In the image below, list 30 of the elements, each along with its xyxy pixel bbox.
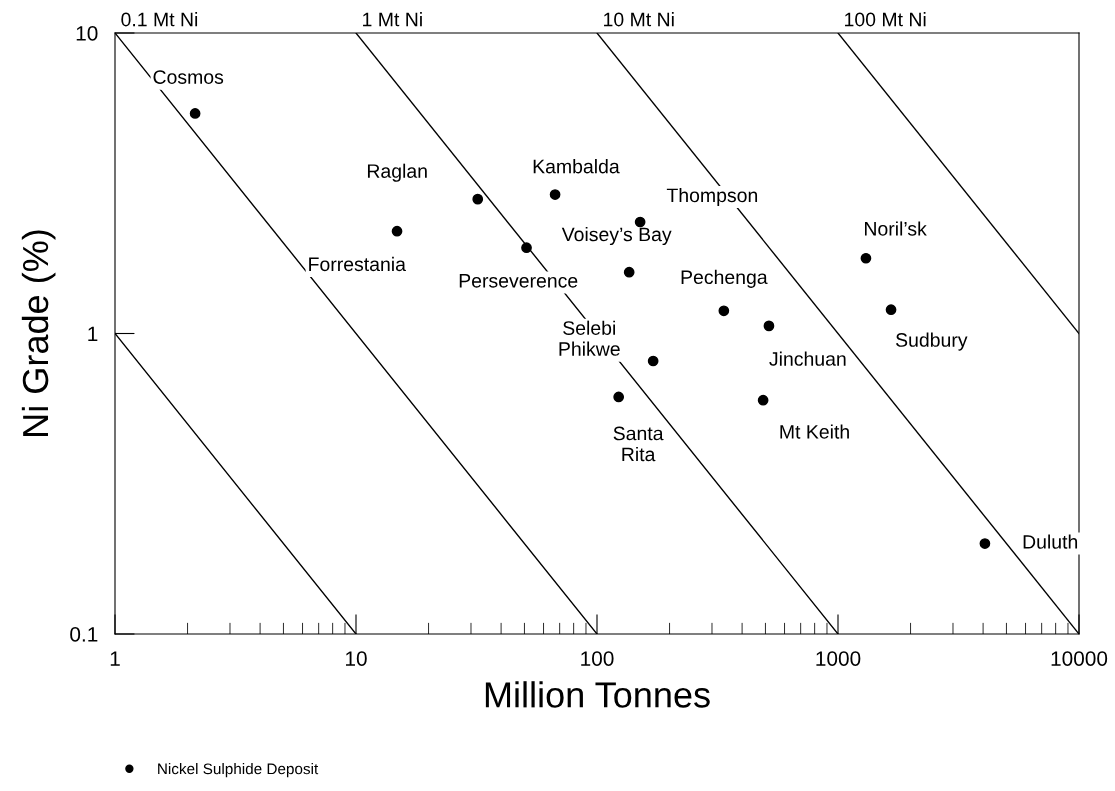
y-tick-label: 10 xyxy=(76,26,98,41)
annotation: Cosmos xyxy=(153,70,224,84)
annotation: 0.1 Mt Ni xyxy=(121,12,198,27)
annotation: Noril’sk xyxy=(865,221,927,236)
annotation: Jinchuan xyxy=(769,351,846,366)
annotation: Santa Rita xyxy=(613,426,664,462)
annotation: Perseverence xyxy=(459,274,578,288)
annotation: 100 Mt Ni xyxy=(845,12,926,27)
x-tick-label: 1000 xyxy=(816,651,861,666)
annotation: Raglan xyxy=(367,163,427,182)
annotation: Duluth xyxy=(1023,534,1078,549)
annotation: Kambalda xyxy=(533,159,620,174)
annotation: 1 Mt Ni xyxy=(363,12,422,27)
annotation: Selebi Phikwe xyxy=(559,320,620,356)
x-tick-label: 1 xyxy=(110,651,120,666)
annotation: Thompson xyxy=(666,187,758,207)
x-axis-title: Million Tonnes xyxy=(485,681,710,708)
annotation: Voisey’s Bay xyxy=(561,226,672,246)
legend-label: Nickel Sulphide Deposit xyxy=(158,763,319,778)
x-tick-label: 10000 xyxy=(1051,651,1108,666)
y-tick-label: 1 xyxy=(88,326,98,342)
annotation: Pechenga xyxy=(681,269,768,288)
x-tick-label: 100 xyxy=(581,651,614,666)
y-tick-label: 0.1 xyxy=(70,627,98,642)
y-axis-title: Ni Grade (%) xyxy=(21,230,56,436)
annotation: 10 Mt Ni xyxy=(604,12,674,27)
x-tick-label: 10 xyxy=(346,651,367,666)
annotation: Sudbury xyxy=(896,332,968,351)
annotation: Mt Keith xyxy=(780,424,849,439)
annotation: Forrestania xyxy=(309,256,406,272)
